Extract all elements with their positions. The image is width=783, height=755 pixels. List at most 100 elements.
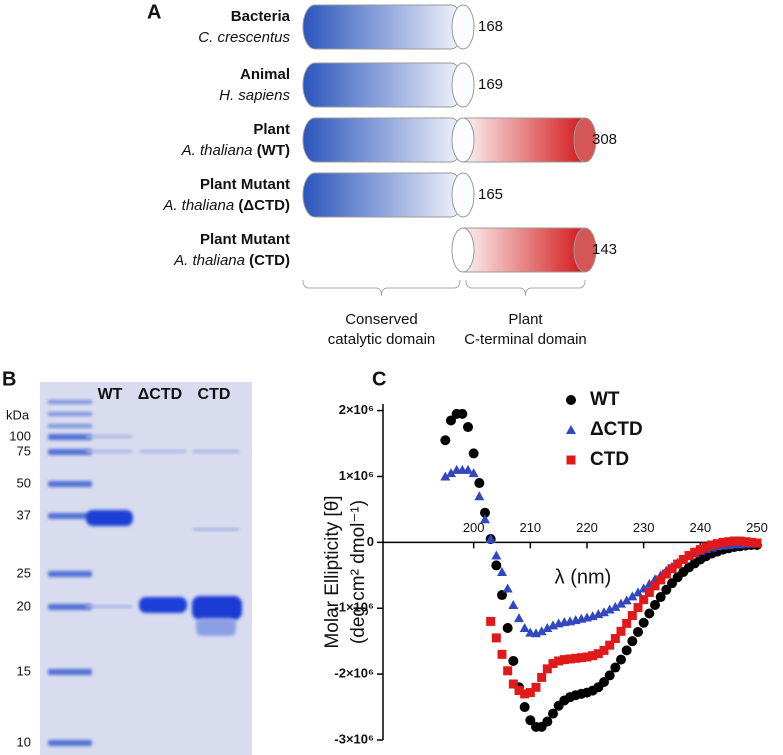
domain-diagram: Bacteria C. crescentus 168 Animal H. sapiens… — [162, 4, 617, 348]
marker-label: 10 — [17, 734, 31, 749]
data-point — [678, 554, 688, 564]
data-point — [746, 537, 756, 547]
outline — [463, 117, 585, 163]
group-label: Bacteria — [231, 8, 291, 25]
marker-label: 50 — [17, 475, 31, 490]
legend-marker — [566, 455, 576, 465]
data-point — [508, 679, 518, 689]
data-point — [491, 560, 502, 571]
marker-label: 100 — [9, 428, 31, 443]
marker-label: 20 — [17, 598, 31, 613]
marker-label: 75 — [17, 443, 31, 458]
data-point — [531, 682, 541, 692]
data-point — [707, 540, 717, 550]
data-point — [525, 715, 536, 726]
variant: (ΔCTD) — [238, 197, 290, 214]
data-point — [610, 634, 620, 644]
panel-letter: C — [372, 368, 386, 390]
data-point — [582, 652, 592, 662]
data-point — [616, 626, 626, 636]
protein-band — [139, 597, 187, 613]
data-point — [644, 608, 655, 619]
data-point — [525, 688, 535, 698]
species: H. sapiens — [219, 87, 290, 104]
data-point — [502, 583, 513, 593]
x-axis-label: λ (nm) — [555, 566, 612, 588]
variant: (WT) — [257, 142, 290, 159]
data-point — [520, 689, 530, 699]
data-point — [485, 534, 496, 544]
y-tick-label: -1×10⁶ — [334, 600, 374, 615]
x-tick-label: 200 — [463, 520, 485, 535]
protein-band — [86, 510, 133, 526]
data-point — [571, 653, 581, 663]
x-tick-label: 250 — [746, 520, 768, 535]
ladder-band — [48, 513, 92, 519]
data-point — [638, 617, 649, 628]
data-point — [463, 422, 473, 433]
legend-label: ΔCTD — [590, 419, 643, 440]
data-point — [604, 670, 615, 681]
bracket — [465, 279, 586, 297]
cap — [451, 227, 475, 273]
ladder-band — [48, 571, 92, 577]
group-label: Animal — [240, 66, 290, 83]
data-point — [593, 649, 603, 659]
data-point — [655, 592, 666, 603]
data-point — [542, 716, 553, 727]
gel-background — [40, 382, 252, 755]
bracket — [302, 279, 461, 297]
ladder-band — [48, 604, 92, 610]
data-point — [588, 651, 598, 661]
ladder-band — [48, 740, 92, 746]
faint-band — [86, 450, 132, 453]
data-point — [519, 623, 530, 632]
species-label: C. crescentus — [198, 29, 290, 46]
lane-label: WT — [98, 386, 123, 403]
data-point — [480, 507, 490, 518]
data-point — [724, 537, 734, 547]
data-point — [627, 591, 638, 601]
species: A. thaliana — [181, 142, 257, 159]
data-point — [633, 626, 643, 637]
species: A. thaliana — [173, 252, 249, 269]
data-point — [508, 599, 519, 609]
faint-band — [193, 450, 239, 453]
group-label: Plant — [253, 121, 290, 138]
length-label: 308 — [592, 131, 617, 148]
data-point — [610, 601, 621, 611]
catalytic-domain — [302, 4, 464, 50]
data-point — [604, 604, 615, 614]
data-point — [491, 633, 501, 643]
cd-chart: 2×10⁶ 1×10⁶ 0 -1×10⁶ -2×10⁶ -3×10⁶ 200 210 220 23… — [322, 389, 768, 746]
species-label: A. thaliana (ΔCTD) — [162, 197, 290, 214]
protein-smear — [196, 618, 236, 636]
outline — [463, 227, 585, 273]
length-label: 143 — [592, 241, 617, 258]
data-point — [537, 672, 547, 682]
data-point — [622, 618, 632, 628]
faint-band — [86, 435, 132, 438]
data-point — [684, 551, 694, 561]
data-point — [474, 478, 485, 489]
data-point — [542, 623, 553, 632]
data-point — [656, 575, 666, 585]
data-point — [605, 640, 615, 650]
data-point — [446, 415, 456, 426]
data-point — [644, 587, 654, 597]
panel-letter: A — [147, 1, 161, 23]
data-point — [627, 636, 638, 647]
length-label: 168 — [478, 18, 503, 35]
species: A. thaliana — [162, 197, 238, 214]
panel-letter: B — [2, 368, 16, 390]
data-point — [480, 514, 490, 524]
data-point — [673, 559, 683, 569]
data-point — [633, 603, 643, 613]
catalytic-domain — [302, 117, 464, 163]
cap — [573, 227, 597, 273]
data-point — [735, 536, 745, 546]
data-point — [690, 547, 700, 557]
faint-band — [193, 528, 239, 531]
faint-band — [140, 450, 186, 453]
cap — [451, 172, 475, 218]
